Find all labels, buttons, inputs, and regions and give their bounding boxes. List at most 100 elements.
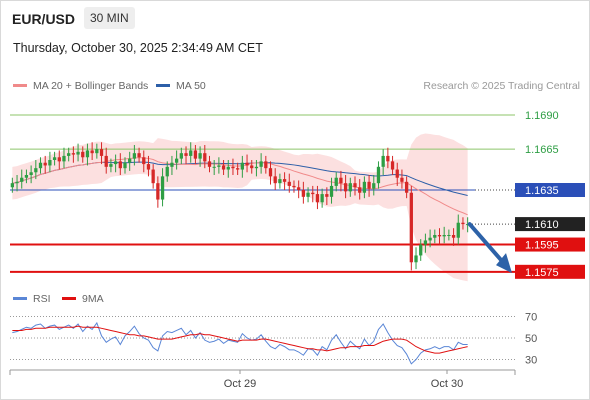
candle-body: [184, 153, 188, 156]
candle-body: [339, 177, 343, 184]
candle-body: [362, 181, 367, 193]
ma50-swatch: [156, 83, 170, 87]
candle-body: [278, 179, 282, 184]
candle-body: [76, 151, 80, 155]
candle-body: [104, 155, 108, 167]
level-box-1.1635: [515, 183, 585, 197]
candle-body: [212, 166, 216, 168]
candle-body: [273, 176, 277, 184]
candle-body: [128, 158, 132, 163]
candle-body: [236, 168, 240, 170]
legend-rsi: RSI: [13, 293, 51, 305]
candle-body: [329, 185, 334, 197]
legend-ma50-label: MA 50: [176, 80, 206, 92]
forecast-arrow: [467, 222, 504, 264]
candle-body: [118, 161, 122, 169]
candle-body: [451, 235, 456, 238]
candle-body: [160, 176, 165, 200]
credit-text: Research © 2025 Trading Central: [423, 80, 580, 92]
level-label-1.1595: 1.1595: [525, 240, 559, 252]
candle-body: [179, 153, 183, 159]
candle-body: [38, 162, 43, 169]
candle-body: [240, 162, 244, 170]
candle-body: [400, 177, 404, 182]
rsi-tick-50: 50: [525, 333, 537, 345]
candle-body: [193, 150, 198, 159]
candle-body: [170, 162, 174, 167]
candle-body: [43, 162, 47, 166]
candle-body: [198, 153, 202, 159]
level-box-1.1575: [515, 264, 585, 279]
candle-body: [315, 194, 320, 203]
legend-ma50: MA 50: [156, 80, 206, 92]
candle-body: [90, 150, 94, 154]
candle-body: [151, 169, 155, 184]
ma20-swatch: [13, 83, 27, 87]
x-tick-label: Oct 29: [224, 378, 256, 390]
rsi-swatch: [13, 296, 27, 300]
candle-body: [282, 179, 287, 182]
candle-body: [334, 177, 338, 186]
candle-body: [109, 164, 113, 167]
candle-body: [24, 175, 29, 178]
candle-body: [142, 157, 146, 165]
candle-body: [292, 185, 296, 188]
candle-body: [67, 153, 71, 156]
level-box-1.1595: [515, 237, 585, 252]
candle-body: [217, 165, 221, 167]
candle-body: [367, 181, 371, 189]
candle-body: [343, 183, 348, 192]
candle-body: [62, 155, 66, 162]
candle-body: [423, 240, 428, 245]
candle-body: [85, 150, 90, 158]
candle-body: [268, 168, 273, 177]
candle-body: [306, 192, 310, 197]
candle-body: [52, 157, 57, 160]
candle-body: [259, 161, 263, 167]
bollinger-band: [12, 133, 468, 282]
candle-body: [95, 149, 99, 154]
rsi-tick-70: 70: [525, 311, 537, 323]
candle-body: [113, 161, 118, 165]
candle-body: [250, 165, 254, 169]
candle-body: [437, 235, 442, 237]
x-tick-label: Oct 30: [431, 378, 463, 390]
candle-body: [461, 222, 465, 225]
candle-body: [226, 166, 230, 170]
level-label-1.1635: 1.1635: [525, 185, 559, 197]
candle-body: [34, 168, 38, 173]
candle-body: [372, 183, 376, 189]
timeframe-badge[interactable]: 30 MIN: [84, 7, 135, 29]
candle-body: [442, 235, 446, 237]
candle-body: [419, 244, 423, 256]
candle-body: [15, 181, 19, 184]
level-label-1.1665: 1.1665: [525, 144, 559, 156]
candle-body: [287, 181, 291, 186]
legend-rsi-label: RSI: [33, 293, 51, 305]
candle-body: [409, 192, 413, 263]
candle-body: [466, 224, 470, 226]
candle-body: [20, 177, 24, 182]
candle-body: [311, 192, 315, 195]
candle-body: [207, 161, 212, 167]
timestamp: Thursday, October 30, 2025 2:34:49 AM CE…: [13, 41, 263, 55]
level-label-1.1610: 1.1610: [525, 219, 559, 231]
legend-ma20-label: MA 20 + Bollinger Bands: [33, 80, 149, 92]
candle-body: [456, 222, 460, 238]
candle-body: [29, 172, 33, 175]
candle-body: [297, 187, 301, 190]
rsi-ma-line: [12, 325, 468, 354]
candle-body: [57, 157, 61, 162]
candle-body: [404, 181, 409, 193]
candle-body: [348, 183, 352, 192]
candle-body: [390, 161, 395, 170]
candle-body: [358, 187, 362, 193]
candle-body: [189, 150, 193, 156]
candle-body: [386, 155, 390, 162]
candle-body: [264, 161, 268, 169]
candle-body: [137, 153, 141, 158]
candle-body: [447, 235, 451, 236]
candle-body: [132, 153, 137, 159]
candle-body: [123, 162, 127, 169]
